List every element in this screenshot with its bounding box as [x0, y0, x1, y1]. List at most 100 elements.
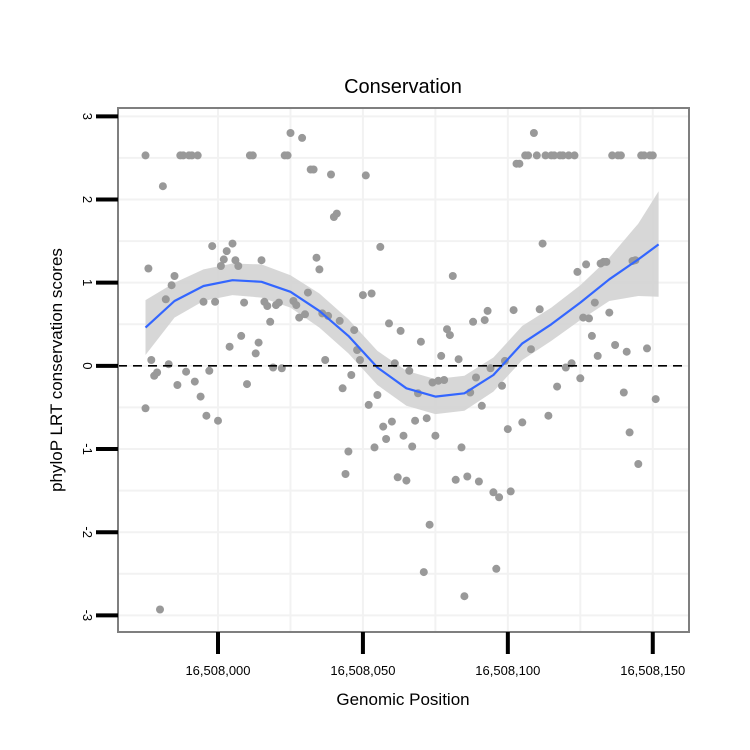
data-point [141, 151, 150, 160]
data-point [561, 363, 570, 372]
data-point [454, 355, 463, 364]
smooth-line-layer [144, 243, 660, 398]
data-point [527, 345, 535, 354]
data-point [248, 151, 257, 160]
data-point [405, 366, 414, 375]
data-point [622, 347, 631, 356]
data-point [358, 291, 367, 300]
data-point [240, 298, 249, 307]
data-point [587, 331, 596, 340]
x-axis-label: Genomic Position [336, 690, 469, 709]
data-point [295, 313, 304, 322]
data-point [257, 256, 266, 265]
data-point [251, 349, 260, 358]
data-point [373, 391, 382, 399]
data-point [147, 356, 156, 364]
data-point [315, 265, 324, 274]
data-point [483, 306, 492, 315]
data-point [576, 374, 585, 383]
data-point [553, 382, 562, 391]
data-point [535, 305, 544, 314]
data-point [495, 493, 504, 502]
data-point [611, 341, 620, 349]
data-point [303, 288, 312, 297]
data-point [489, 488, 498, 497]
data-point [382, 435, 391, 443]
data-point [605, 308, 614, 317]
data-point [335, 316, 344, 325]
data-point [193, 151, 202, 160]
y-tick-label: -1 [80, 443, 95, 455]
data-point [170, 272, 179, 280]
data-point [460, 592, 469, 601]
data-point [457, 443, 466, 452]
data-point [503, 425, 512, 434]
data-point [619, 388, 628, 397]
data-point [486, 364, 495, 373]
data-point [379, 422, 388, 431]
chart-title: Conservation [344, 76, 462, 98]
data-point [509, 306, 518, 315]
data-point [361, 171, 370, 180]
data-point [602, 257, 611, 266]
data-point [321, 356, 330, 364]
data-point [558, 151, 567, 160]
data-point [411, 416, 420, 425]
y-tick-label: 2 [80, 196, 95, 203]
data-point [451, 475, 460, 484]
data-point [367, 289, 376, 298]
data-point [640, 151, 649, 160]
data-point [582, 260, 591, 269]
data-point [187, 151, 196, 160]
data-point [283, 151, 292, 160]
confidence-band [145, 191, 659, 415]
data-point [312, 253, 321, 262]
confidence-band-layer [145, 191, 659, 415]
data-point [228, 239, 237, 248]
data-point [222, 247, 231, 256]
data-point [585, 314, 593, 323]
data-point [141, 404, 150, 413]
x-tick-label: 16,508,000 [185, 663, 250, 678]
data-point [182, 367, 191, 376]
y-tick-label: -3 [80, 610, 95, 622]
data-point [532, 151, 541, 160]
x-tick-label: 16,508,050 [330, 663, 395, 678]
data-point [425, 520, 434, 529]
data-point [387, 417, 396, 426]
data-point [301, 310, 309, 319]
data-point [196, 392, 205, 401]
data-point [396, 326, 405, 335]
data-point [515, 159, 524, 168]
data-point [564, 151, 573, 160]
data-point [179, 151, 188, 160]
data-point [309, 165, 318, 174]
data-point [616, 151, 625, 160]
data-point [208, 242, 217, 251]
data-point [332, 209, 341, 218]
data-point [419, 568, 428, 577]
x-axis: 16,508,000 16,508,050 16,508,100 16,508,150 [185, 632, 685, 678]
data-point [341, 470, 350, 478]
data-point [199, 297, 208, 306]
data-point [477, 401, 486, 410]
data-point [593, 351, 602, 360]
data-point [440, 376, 449, 384]
data-point [445, 331, 454, 340]
data-point [211, 297, 220, 306]
data-point [422, 414, 431, 423]
data-point [202, 411, 211, 420]
data-point [524, 151, 533, 160]
data-point [173, 381, 182, 389]
data-point [350, 326, 359, 335]
data-point [416, 337, 425, 346]
y-tick-label: 3 [80, 113, 95, 120]
data-point [506, 487, 515, 496]
points-layer [141, 129, 660, 614]
data-point [347, 371, 356, 379]
data-point [399, 431, 408, 440]
data-point [570, 151, 579, 160]
x-tick-label: 16,508,150 [620, 663, 685, 678]
data-point [219, 255, 228, 264]
